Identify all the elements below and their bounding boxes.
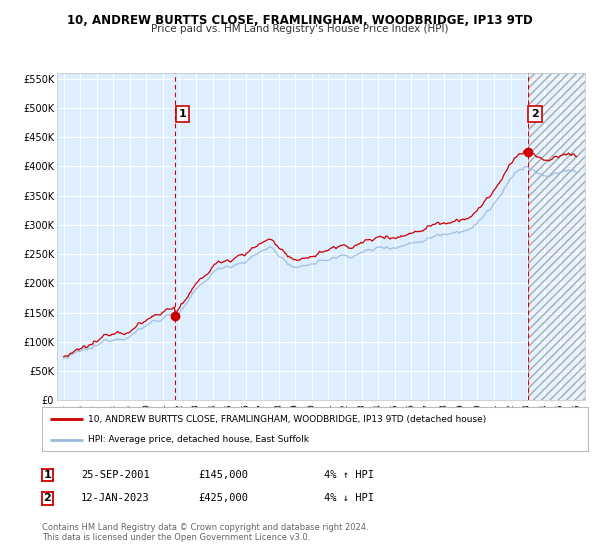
Text: HPI: Average price, detached house, East Suffolk: HPI: Average price, detached house, East…: [88, 435, 310, 445]
Text: Contains HM Land Registry data © Crown copyright and database right 2024.: Contains HM Land Registry data © Crown c…: [42, 523, 368, 532]
Text: 2: 2: [43, 493, 51, 503]
Text: 10, ANDREW BURTTS CLOSE, FRAMLINGHAM, WOODBRIDGE, IP13 9TD (detached house): 10, ANDREW BURTTS CLOSE, FRAMLINGHAM, WO…: [88, 415, 487, 424]
Bar: [528, 73, 585, 400]
Text: £145,000: £145,000: [198, 470, 248, 480]
Text: 25-SEP-2001: 25-SEP-2001: [81, 470, 150, 480]
Text: 2: 2: [531, 109, 539, 119]
Text: 1: 1: [43, 470, 51, 480]
Text: Price paid vs. HM Land Registry's House Price Index (HPI): Price paid vs. HM Land Registry's House …: [151, 24, 449, 34]
Text: 4% ↑ HPI: 4% ↑ HPI: [324, 470, 374, 480]
Bar: [528, 73, 585, 400]
Text: 12-JAN-2023: 12-JAN-2023: [81, 493, 150, 503]
Text: This data is licensed under the Open Government Licence v3.0.: This data is licensed under the Open Gov…: [42, 533, 310, 542]
Text: 1: 1: [178, 109, 186, 119]
Text: 4% ↓ HPI: 4% ↓ HPI: [324, 493, 374, 503]
Text: 10, ANDREW BURTTS CLOSE, FRAMLINGHAM, WOODBRIDGE, IP13 9TD: 10, ANDREW BURTTS CLOSE, FRAMLINGHAM, WO…: [67, 14, 533, 27]
Text: £425,000: £425,000: [198, 493, 248, 503]
